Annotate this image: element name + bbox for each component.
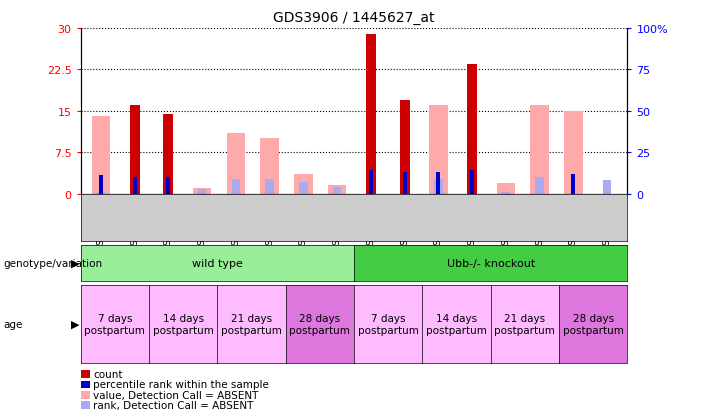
Bar xyxy=(166,178,170,194)
Bar xyxy=(333,188,341,194)
Bar xyxy=(496,183,515,194)
Text: 14 days
postpartum: 14 days postpartum xyxy=(153,313,214,335)
Bar xyxy=(92,117,110,194)
Text: ▶: ▶ xyxy=(72,319,80,329)
Bar xyxy=(402,173,407,194)
Bar xyxy=(536,178,544,194)
Text: value, Detection Call = ABSENT: value, Detection Call = ABSENT xyxy=(93,390,259,400)
Bar xyxy=(260,139,279,194)
Bar xyxy=(434,179,442,194)
Bar xyxy=(328,186,346,194)
Bar xyxy=(266,179,274,194)
Text: ▶: ▶ xyxy=(72,258,80,268)
Text: 28 days
postpartum: 28 days postpartum xyxy=(290,313,350,335)
Bar xyxy=(193,189,212,194)
Bar xyxy=(132,178,137,194)
Bar xyxy=(467,65,477,194)
Text: Ubb-/- knockout: Ubb-/- knockout xyxy=(447,258,535,268)
Text: genotype/variation: genotype/variation xyxy=(4,258,102,268)
Bar xyxy=(130,106,139,194)
Text: age: age xyxy=(4,319,23,329)
Text: 28 days
postpartum: 28 days postpartum xyxy=(563,313,624,335)
Title: GDS3906 / 1445627_at: GDS3906 / 1445627_at xyxy=(273,11,435,25)
Bar xyxy=(299,183,308,194)
Bar xyxy=(531,106,549,194)
Bar xyxy=(564,112,583,194)
Text: 7 days
postpartum: 7 days postpartum xyxy=(358,313,418,335)
Text: count: count xyxy=(93,369,123,379)
Bar xyxy=(97,192,105,194)
Bar xyxy=(502,192,510,194)
Text: 21 days
postpartum: 21 days postpartum xyxy=(221,313,282,335)
Text: 21 days
postpartum: 21 days postpartum xyxy=(494,313,555,335)
Bar xyxy=(369,170,373,194)
Bar xyxy=(400,100,409,194)
Bar xyxy=(603,181,611,194)
Bar xyxy=(99,176,103,194)
Text: percentile rank within the sample: percentile rank within the sample xyxy=(93,380,269,389)
Text: 14 days
postpartum: 14 days postpartum xyxy=(426,313,487,335)
Bar xyxy=(366,34,376,194)
Bar xyxy=(226,133,245,194)
Bar xyxy=(470,171,474,194)
Text: rank, Detection Call = ABSENT: rank, Detection Call = ABSENT xyxy=(93,400,254,410)
Bar xyxy=(571,174,576,194)
Bar xyxy=(231,179,240,194)
Text: wild type: wild type xyxy=(192,258,243,268)
Text: 7 days
postpartum: 7 days postpartum xyxy=(84,313,145,335)
Bar xyxy=(163,114,173,194)
Bar xyxy=(429,106,448,194)
Bar xyxy=(294,175,313,194)
Bar xyxy=(198,189,206,194)
Bar xyxy=(436,173,440,194)
